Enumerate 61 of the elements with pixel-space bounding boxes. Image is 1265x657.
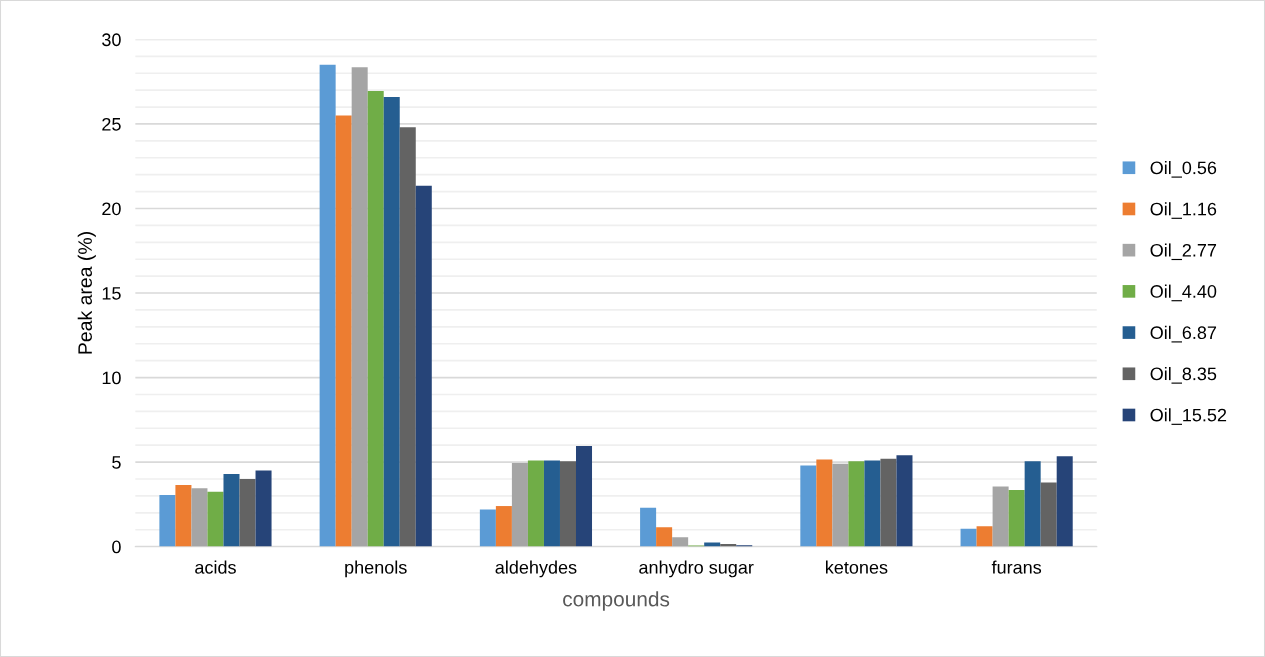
bar [335, 115, 352, 547]
bar [672, 537, 689, 547]
bar [415, 185, 432, 547]
bar [1024, 461, 1041, 547]
y-tick-label: 10 [102, 371, 121, 385]
bar [255, 470, 272, 547]
bar [159, 495, 176, 547]
legend-label: Oil_8.35 [1150, 367, 1217, 384]
bar [399, 127, 416, 547]
bar [832, 463, 849, 547]
y-tick-label: 5 [112, 456, 121, 469]
bar [191, 488, 208, 547]
bar [479, 509, 496, 547]
bar [367, 90, 384, 547]
bar [239, 479, 256, 547]
bar [960, 528, 977, 547]
x-tick-label: ketones [826, 560, 888, 574]
bar [175, 484, 192, 547]
legend-label: Oil_2.77 [1150, 243, 1217, 261]
bar [559, 461, 576, 547]
bar [880, 458, 897, 547]
bar [976, 526, 993, 547]
bar [848, 461, 865, 547]
bar [495, 506, 512, 547]
bar [992, 486, 1009, 547]
legend-label: Oil_0.56 [1150, 160, 1217, 178]
bar [656, 527, 673, 547]
bar [527, 460, 544, 547]
bar [800, 465, 817, 547]
bar [383, 96, 400, 547]
bar [1040, 482, 1057, 547]
y-tick-label: 25 [102, 117, 121, 131]
x-tick-label: phenols [345, 560, 407, 578]
legend-label: Oil_1.16 [1150, 202, 1217, 219]
bar [704, 542, 721, 547]
x-tick-label: acids [195, 560, 236, 574]
x-tick-label: anhydro sugar [639, 560, 754, 578]
y-tick-label: 20 [102, 202, 121, 216]
y-tick-label: 30 [102, 33, 121, 47]
x-tick-label: furans [991, 560, 1042, 574]
legend-label: Oil_15.52 [1150, 408, 1227, 425]
legend-label: Oil_4.40 [1150, 284, 1217, 302]
bar [319, 64, 336, 547]
bar [640, 507, 657, 547]
bar [816, 459, 833, 547]
bar [207, 491, 224, 547]
y-axis-title: Peak area (%) [77, 232, 96, 354]
bar [543, 460, 560, 547]
bar [1008, 489, 1025, 547]
bar [896, 455, 913, 547]
bar [1056, 456, 1073, 547]
x-tick-label: aldehydes [495, 560, 577, 578]
bar [351, 67, 368, 547]
bar [576, 446, 593, 547]
bar [511, 462, 528, 547]
y-tick-label: 0 [112, 540, 121, 554]
legend-label: Oil_6.87 [1150, 325, 1217, 343]
bar [223, 473, 240, 547]
x-axis-title: compounds [563, 591, 670, 611]
bar [864, 460, 881, 547]
y-tick-label: 15 [102, 287, 121, 300]
